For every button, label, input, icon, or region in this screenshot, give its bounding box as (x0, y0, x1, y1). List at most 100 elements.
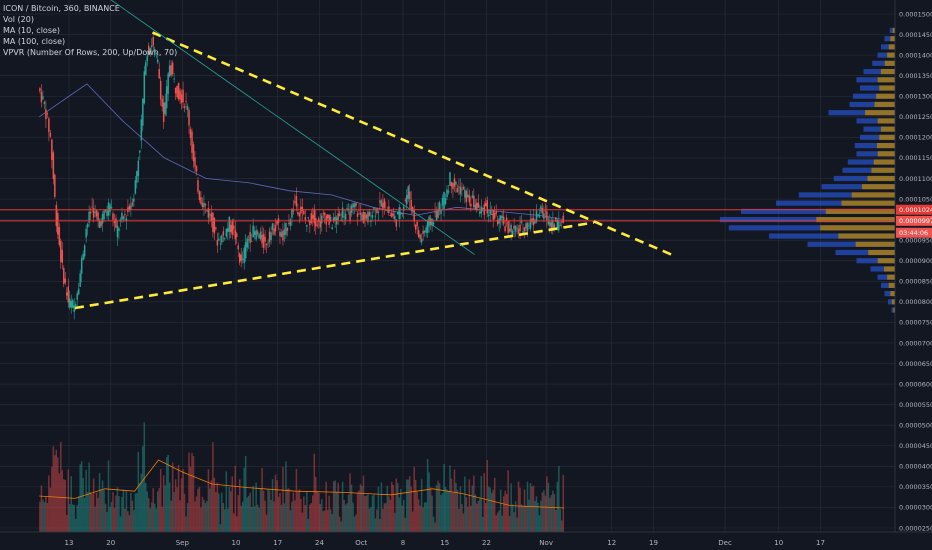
volume-bar (353, 516, 356, 532)
volume-bar (292, 492, 295, 532)
volume-bar (471, 485, 474, 532)
candle-body (341, 207, 344, 218)
volume-bar (331, 513, 333, 532)
legend-vol[interactable]: Vol (20) (3, 15, 34, 24)
candle-body (77, 288, 80, 295)
legend-symbol[interactable]: ICON / Bitcoin, 360, BINANCE (3, 4, 120, 13)
candle-body (313, 208, 316, 224)
candle-body (297, 211, 299, 215)
volume-bar (312, 495, 314, 532)
volume-bar (54, 455, 56, 532)
price-axis[interactable]: 0.0001500 0.0001450 0.0001400 0.0001350 0.00… (894, 0, 932, 532)
volume-bar (74, 519, 77, 532)
candle-body (224, 238, 226, 240)
y-tick-label: 0.0001350 (899, 72, 932, 80)
candle-body (338, 213, 341, 216)
trendline-lower[interactable] (74, 221, 595, 310)
candle-body (121, 212, 123, 220)
volume-bar (115, 495, 117, 532)
candle-body (367, 211, 369, 223)
candle-body (66, 292, 68, 296)
candle-body (151, 45, 153, 48)
volume-bar (431, 495, 433, 532)
volume-bar (180, 478, 183, 532)
legend-ma100[interactable]: MA (100, close) (3, 37, 66, 46)
volume-profile-up-bar (849, 101, 875, 108)
legend-ma10[interactable]: MA (10, close) (3, 26, 61, 35)
candle-body (407, 186, 409, 199)
volume-bar (511, 504, 514, 532)
candle-body (538, 214, 541, 218)
volume-bar (246, 497, 248, 532)
candle-body (219, 243, 222, 245)
candle-body (556, 220, 559, 229)
volume-bar (201, 496, 204, 532)
candle-body (325, 215, 327, 225)
volume-bar (213, 477, 216, 532)
volume-bar (112, 492, 114, 532)
y-tick-label: 0.0000900 (899, 257, 932, 265)
volume-bar (227, 508, 229, 532)
candle-body (125, 218, 128, 222)
volume-bar (501, 515, 503, 532)
volume-bar (555, 509, 557, 532)
candle-body (431, 218, 433, 227)
volume-bar (49, 487, 52, 532)
candle-body (435, 211, 438, 221)
candle-body (159, 80, 162, 100)
volume-bar (492, 489, 494, 532)
x-tick-label: 10 (232, 539, 241, 547)
candle-body (377, 211, 380, 213)
y-tick-label: 0.0000350 (899, 483, 932, 491)
candle-body (68, 298, 71, 308)
volume-bar (434, 522, 436, 532)
volume-bar (210, 480, 213, 532)
candle-body (404, 199, 406, 201)
volume-bar (189, 467, 192, 532)
volume-bar (158, 488, 160, 532)
volume-bar (523, 489, 526, 532)
y-tick-label: 0.0000650 (899, 360, 932, 368)
candle-body (426, 220, 429, 233)
candle-body (45, 109, 47, 120)
candle-body (233, 225, 235, 230)
volume-bar (441, 493, 444, 532)
trendline-upper[interactable] (151, 31, 672, 256)
volume-profile-down-bar (888, 44, 895, 50)
candle-body (48, 118, 50, 133)
candle-body (145, 62, 147, 75)
volume-bar (40, 485, 43, 532)
candle-body (212, 212, 214, 232)
candle-body (507, 220, 509, 233)
volume-profile-up-bar (870, 266, 884, 272)
volume-bar (538, 515, 541, 532)
candle-body (440, 210, 442, 214)
volume-bar (261, 467, 263, 532)
legend-vpvr[interactable]: VPVR (Number Of Rows, 200, Up/Down, 70) (3, 48, 178, 57)
candle-body (76, 293, 78, 300)
candle-body (85, 228, 87, 238)
volume-bar (170, 500, 172, 532)
x-tick-label: 24 (315, 539, 324, 547)
candle-body (477, 202, 480, 208)
candle-body (541, 208, 544, 214)
volume-bar (121, 496, 123, 532)
volume-bar (159, 468, 162, 532)
volume-bar (92, 478, 95, 532)
trendline-descending[interactable] (99, 0, 475, 255)
candle-body (329, 216, 332, 222)
candle-body (495, 211, 497, 215)
trendlines[interactable] (74, 0, 672, 310)
volume-profile-up-bar (856, 151, 878, 157)
candle-body (67, 286, 70, 303)
volume-bar (152, 488, 154, 532)
volume-bar (64, 479, 67, 532)
volume-bar (303, 496, 305, 532)
candle-body (194, 157, 196, 167)
volume-bar (449, 465, 451, 532)
volume-bar (182, 469, 184, 532)
time-axis[interactable]: 13 20 Sep 10 17 24 Oct 8 15 22 Nov 12 19 Dec 10 17 (0, 531, 932, 547)
volume-bar (55, 449, 58, 532)
volume-bar (270, 499, 272, 532)
